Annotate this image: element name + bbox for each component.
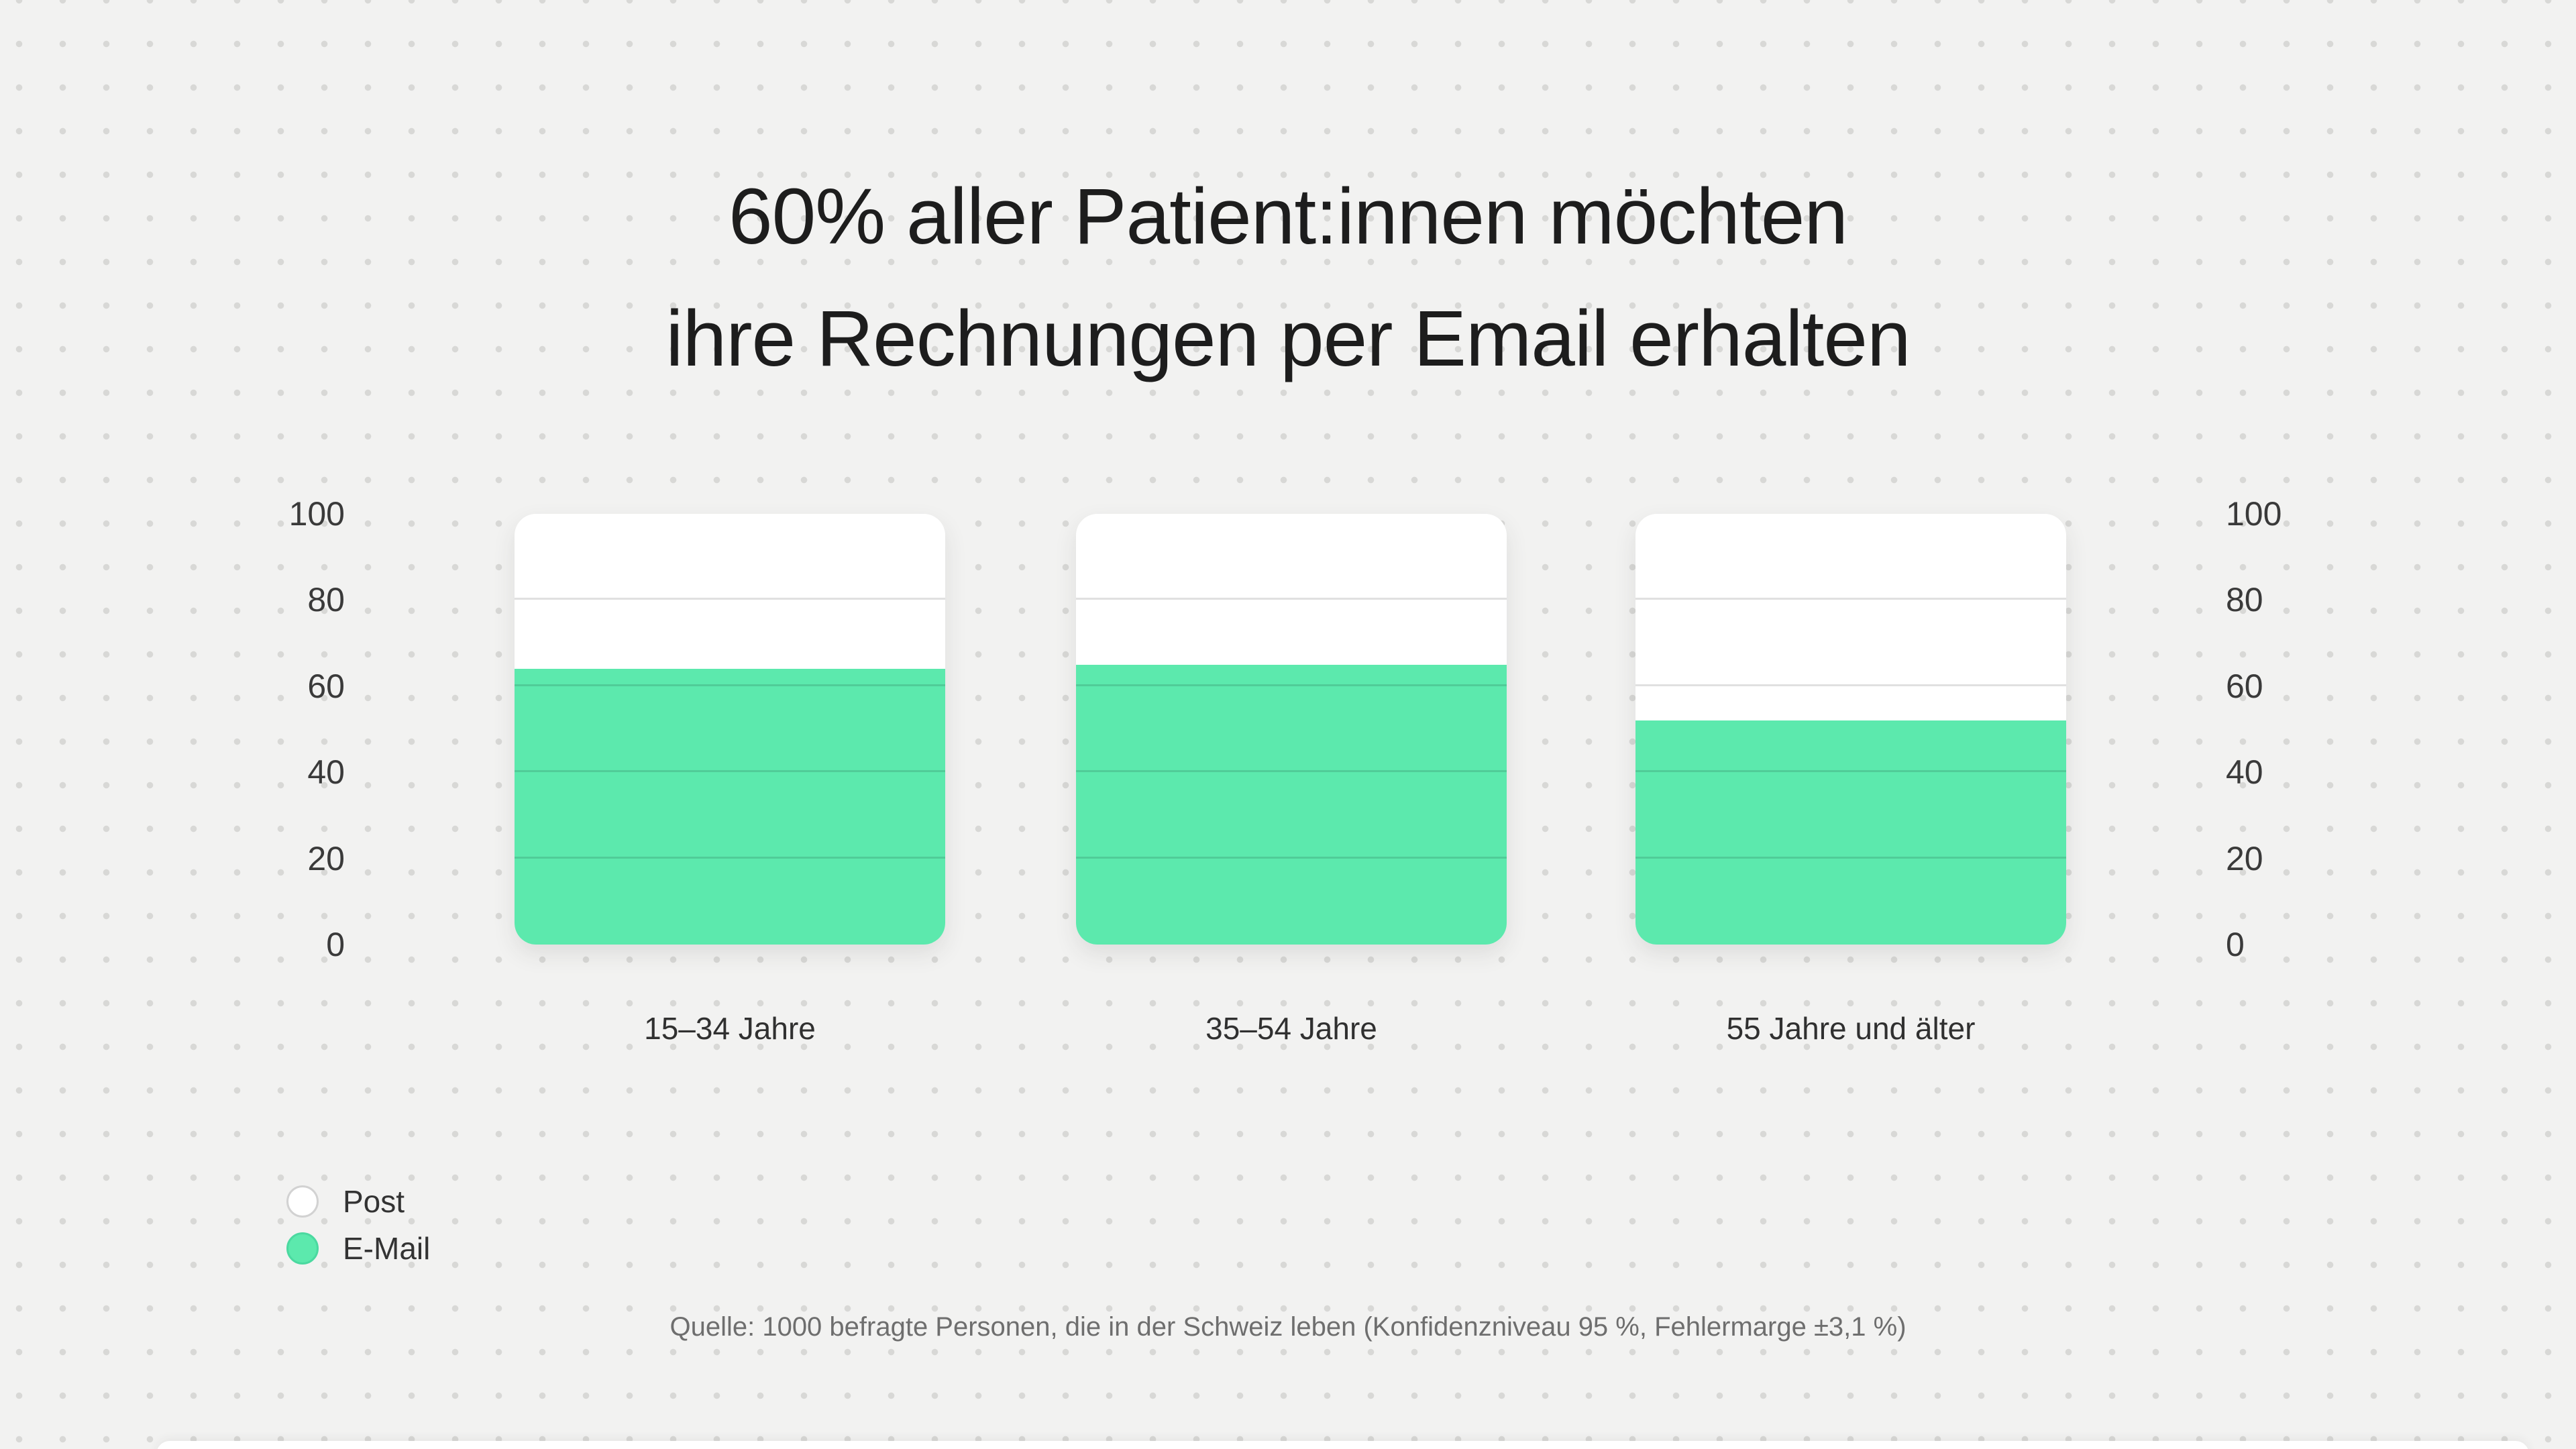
source-note: Quelle: 1000 befragte Personen, die in d… [669, 1312, 1907, 1342]
gridline-40 [515, 770, 945, 773]
category-label-1: 15–34 Jahre [644, 1011, 816, 1046]
y-tick-left-40: 40 [307, 753, 345, 792]
y-tick-right-100: 100 [2226, 495, 2282, 533]
category-label-2: 35–54 Jahre [1205, 1011, 1377, 1046]
gridline-20 [515, 856, 945, 859]
y-tick-right-40: 40 [2226, 753, 2263, 792]
gridline-20 [1635, 856, 2066, 859]
bar-1 [515, 514, 945, 945]
y-tick-left-0: 0 [326, 926, 345, 963]
email-swatch-icon [286, 1232, 319, 1265]
email-segment [1635, 720, 2066, 945]
legend-label-email: E-Mail [343, 1231, 431, 1266]
y-tick-left-20: 20 [307, 839, 345, 877]
email-segment [515, 669, 945, 945]
email-segment [1076, 664, 1507, 945]
legend-label-post: Post [343, 1184, 405, 1219]
gridline-80 [1076, 598, 1507, 600]
gridline-80 [1635, 598, 2066, 600]
y-tick-right-20: 20 [2226, 839, 2263, 877]
y-tick-left-100: 100 [288, 495, 345, 533]
y-tick-right-0: 0 [2226, 926, 2245, 963]
category-label-3: 55 Jahre und älter [1726, 1011, 1976, 1046]
y-tick-right-60: 60 [2226, 667, 2263, 705]
bottom-card-edge [156, 1441, 2529, 1449]
gridline-40 [1635, 770, 2066, 773]
y-tick-left-80: 80 [307, 581, 345, 619]
y-tick-left-60: 60 [307, 667, 345, 705]
bar-3 [1635, 514, 2066, 945]
gridline-60 [1076, 684, 1507, 686]
gridline-80 [515, 598, 945, 600]
chart-title-line-2: ihre Rechnungen per Email erhalten [665, 294, 1911, 383]
legend-item-post: Post [286, 1182, 430, 1221]
gridline-60 [1635, 684, 2066, 686]
gridline-40 [1076, 770, 1507, 773]
y-tick-right-80: 80 [2226, 581, 2263, 619]
gridline-60 [515, 684, 945, 686]
chart-title: 60% aller Patient:innen möchten ihre Rec… [0, 156, 2576, 400]
legend-item-email: E-Mail [286, 1229, 430, 1268]
bar-2 [1076, 514, 1507, 945]
legend: Post E-Mail [286, 1182, 430, 1276]
gridline-20 [1076, 856, 1507, 859]
post-swatch-icon [286, 1185, 319, 1218]
chart-title-line-1: 60% aller Patient:innen möchten [729, 172, 1848, 261]
